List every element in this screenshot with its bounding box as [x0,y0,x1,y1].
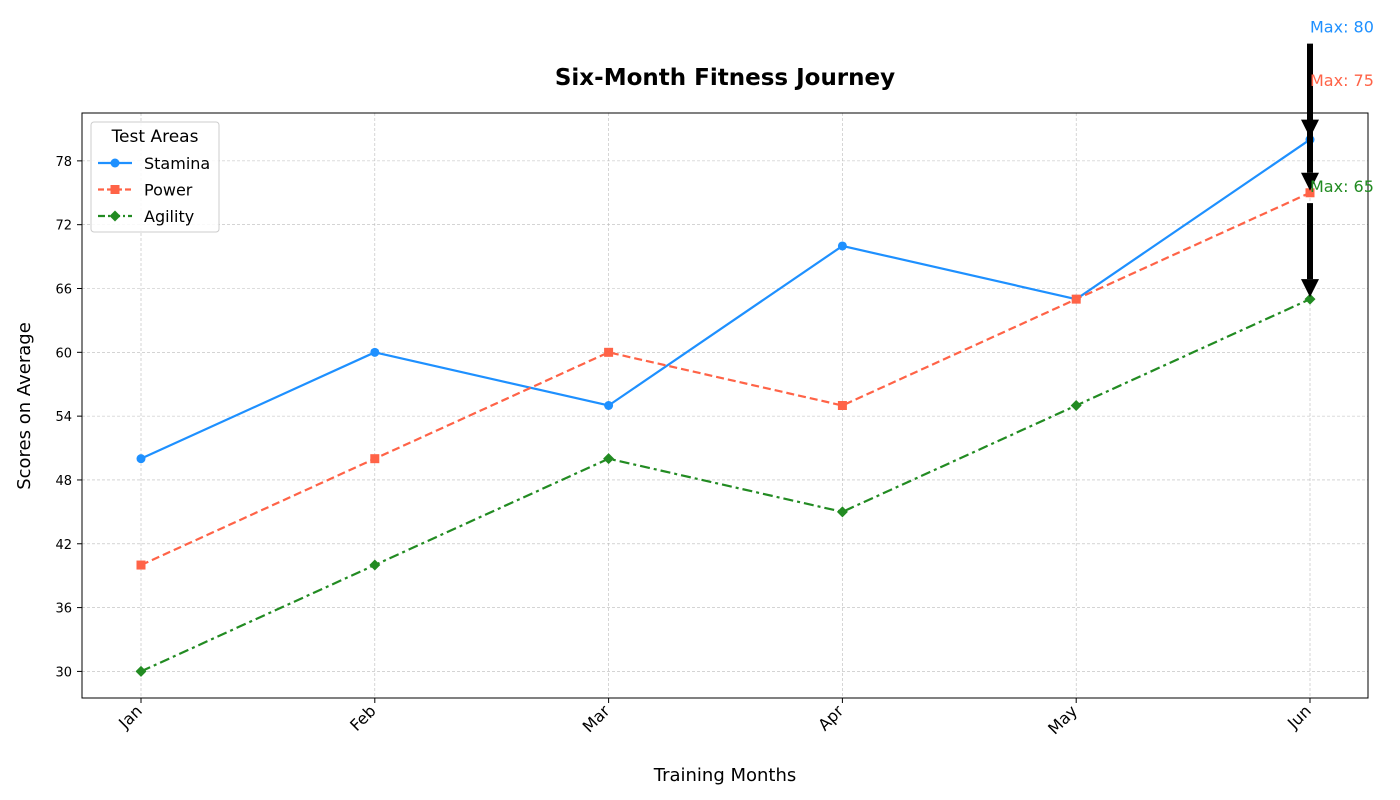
x-tick-label: Apr [814,701,847,734]
annotation-label: Max: 80 [1310,18,1374,37]
data-point-agility [1070,400,1082,411]
y-axis: 30 36 42 48 54 60 66 72 78 [55,155,82,680]
data-point-power [370,454,380,464]
legend-swatch-marker [109,210,121,222]
data-point-agility [603,453,615,465]
series-line-agility [140,298,1311,673]
data-point-stamina [370,347,380,357]
x-axis: Jan Feb Mar Apr May Jun [114,698,1315,738]
x-tick-label: Jan [114,701,146,733]
data-point-stamina [604,401,614,410]
y-tick-label: 72 [55,219,72,234]
y-axis-label: Scores on Average [14,322,35,490]
legend-item-power: Power [98,181,193,200]
chart-title: Six-Month Fitness Journey [555,65,895,91]
data-point-agility [1304,293,1316,305]
data-point-agility [369,559,381,571]
x-tick-label: Jun [1283,701,1315,733]
legend-title: Test Areas [111,127,199,147]
data-point-power [604,347,614,357]
legend-label: Agility [144,207,194,226]
max-annotation-power: Max: 75 [1301,71,1374,191]
legend-item-stamina: Stamina [98,154,210,173]
annotation-label: Max: 75 [1310,71,1374,90]
legend-swatch-marker [110,185,120,194]
annotation-label: Max: 65 [1310,177,1374,196]
x-axis-label: Training Months [653,765,797,786]
legend-swatch-marker [110,158,120,168]
y-tick-label: 66 [55,283,72,298]
series-stamina [136,135,1315,464]
series-power [136,188,1315,570]
y-tick-label: 30 [55,665,72,680]
legend-label: Stamina [144,154,210,173]
data-point-agility [135,665,147,677]
data-point-power [136,560,146,570]
legend: Test Areas Stamina Power Agility [90,121,220,233]
y-tick-label: 42 [55,538,72,553]
data-point-power [1071,294,1081,304]
y-tick-label: 48 [55,474,72,489]
annotation-arrow-head [1301,172,1319,191]
y-tick-label: 60 [55,346,72,361]
data-point-agility [836,506,848,518]
data-point-stamina [136,454,146,464]
data-point-power [837,401,847,410]
series-line-stamina [140,138,1311,460]
max-annotations: Max: 80 Max: 75 Max: 65 [1301,18,1374,298]
y-tick-label: 54 [55,410,72,425]
x-tick-label: Mar [579,701,614,736]
data-point-stamina [837,241,847,251]
y-tick-label: 36 [55,602,72,617]
series-layer [135,135,1316,677]
legend-label: Power [144,181,193,200]
series-agility [135,293,1316,677]
data-point-power [1305,188,1315,198]
x-tick-label: Feb [346,701,379,734]
x-tick-label: May [1044,701,1081,738]
y-tick-label: 78 [55,155,72,170]
legend-item-agility: Agility [98,207,194,226]
annotation-arrow-head [1301,279,1319,298]
plot-frame [81,112,1369,699]
max-annotation-agility: Max: 65 [1301,177,1374,298]
legend-box [90,121,220,233]
